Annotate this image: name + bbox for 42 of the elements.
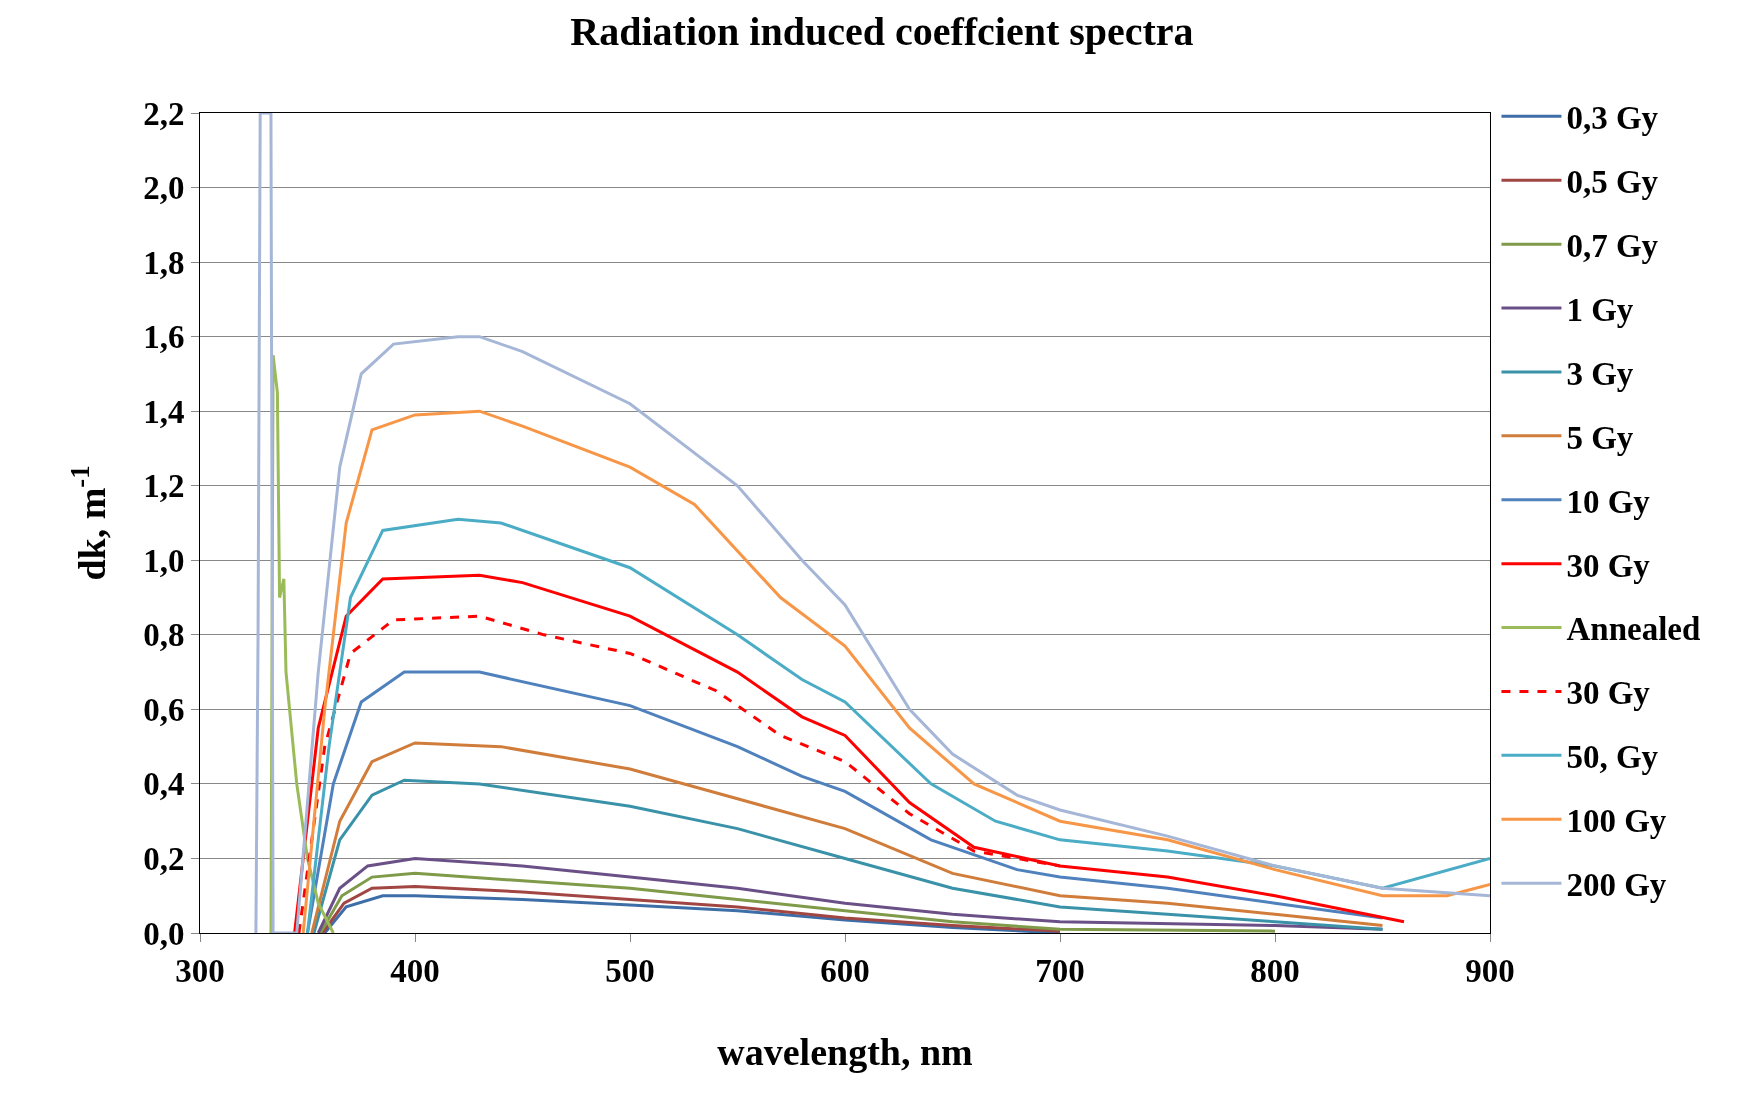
legend-label: 30 Gy <box>1566 547 1651 584</box>
legend-label: Annealed <box>1566 611 1701 648</box>
y-tick-label: 1,2 <box>143 468 185 505</box>
x-tick-label: 800 <box>1250 952 1300 989</box>
y-tick-label: 1,8 <box>143 244 185 281</box>
line-series <box>306 517 1490 933</box>
legend-label: 30 Gy <box>1566 675 1651 712</box>
y-tick-label: 0,6 <box>143 691 185 728</box>
legend-label: 50, Gy <box>1566 739 1659 776</box>
line-series <box>293 573 1406 933</box>
y-tick-label: 0,2 <box>143 841 185 877</box>
line-series <box>310 741 1384 933</box>
y-tick-label: 0,0 <box>143 915 185 952</box>
legend-label: 0,7 Gy <box>1566 228 1659 265</box>
x-tick-label: 700 <box>1035 952 1085 989</box>
legend-label: 3 Gy <box>1566 355 1634 392</box>
y-tick-label: 2,2 <box>143 95 185 132</box>
y-tick-label: 0,4 <box>143 766 185 803</box>
y-tick-label: 2,0 <box>143 170 185 207</box>
x-tick-label: 900 <box>1465 952 1515 989</box>
y-tick-label: 1,4 <box>143 393 185 430</box>
line-series <box>254 113 1490 933</box>
legend-label: 0,3 Gy <box>1566 100 1659 137</box>
chart-title: Radiation induced coeffcient spectra <box>570 8 1194 54</box>
legend-label: 1 Gy <box>1566 291 1634 328</box>
line-series <box>301 409 1490 933</box>
legend-label: 200 Gy <box>1566 867 1667 904</box>
line-series <box>312 778 1384 933</box>
legend-label: 0,5 Gy <box>1566 164 1659 201</box>
legend-label: 10 Gy <box>1566 483 1651 520</box>
y-tick-label: 0,8 <box>143 617 185 654</box>
line-series <box>318 871 1277 933</box>
x-axis-title: wavelength, nm <box>717 1030 973 1073</box>
x-tick-label: 400 <box>390 952 440 989</box>
legend-label: 100 Gy <box>1566 803 1667 840</box>
y-tick-label: 1,6 <box>143 319 185 356</box>
legend-label: 5 Gy <box>1566 419 1634 456</box>
x-tick-label: 500 <box>605 952 655 989</box>
y-tick-label: 1,0 <box>143 542 185 579</box>
line-series <box>321 884 1062 933</box>
x-tick-label: 300 <box>175 952 225 989</box>
x-tick-label: 600 <box>820 952 870 989</box>
